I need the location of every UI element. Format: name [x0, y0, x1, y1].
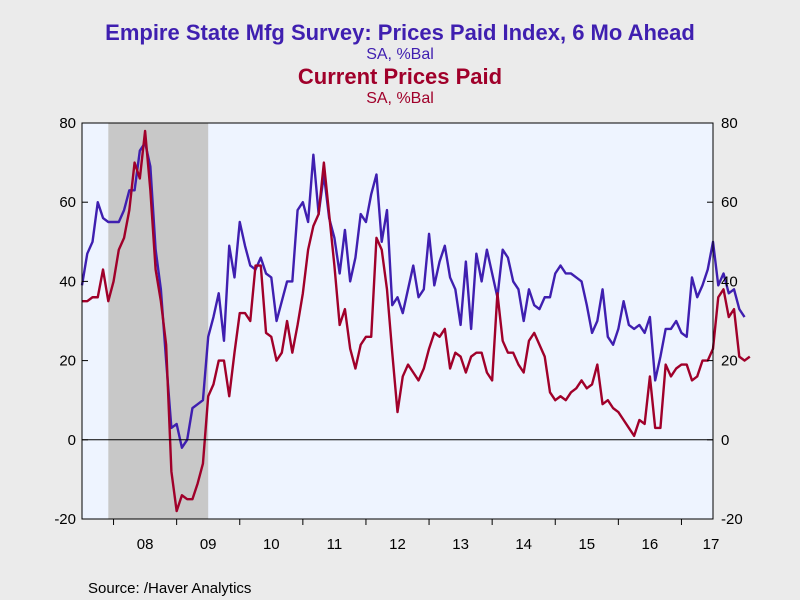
y-tick-label-left: -20: [54, 511, 76, 528]
x-tick-label: 09: [200, 536, 217, 553]
y-tick-label-left: 0: [68, 432, 76, 449]
x-tick-label: 13: [452, 536, 469, 553]
chart-titles: Empire State Mfg Survey: Prices Paid Ind…: [105, 20, 695, 107]
y-tick-label-right: 60: [721, 194, 738, 211]
y-tick-label-right: 40: [721, 273, 738, 290]
y-tick-label-left: 20: [59, 353, 76, 370]
x-tick-label: 15: [578, 536, 595, 553]
chart-title-2: Current Prices Paid: [298, 64, 502, 89]
chart-subtitle-1: SA, %Bal: [366, 46, 434, 63]
x-tick-label: 17: [703, 536, 720, 553]
plot-frame: [81, 122, 714, 520]
y-tick-label-left: 40: [59, 273, 76, 290]
x-axis: 08 09 10 11 12 13 14 15 16 17: [113, 519, 720, 553]
y-axis-left: 80 60 40 20 0 -20: [54, 115, 88, 528]
y-tick-label-right: -20: [721, 511, 743, 528]
recession-band: [108, 123, 209, 519]
x-tick-label: 14: [515, 536, 532, 553]
series-line-2: [82, 129, 751, 513]
x-tick-label: 16: [642, 536, 659, 553]
series-layer: [80, 129, 751, 513]
chart-subtitle-2: SA, %Bal: [366, 90, 434, 107]
source-note: Source: /Haver Analytics: [88, 580, 251, 597]
x-tick-label: 10: [263, 536, 280, 553]
x-tick-label: 11: [327, 536, 343, 553]
y-axis-right: 80 60 40 20 0 -20: [707, 115, 743, 528]
chart-title-1: Empire State Mfg Survey: Prices Paid Ind…: [105, 20, 695, 45]
y-tick-label-right: 20: [721, 353, 738, 370]
y-tick-label-left: 80: [59, 115, 76, 132]
y-tick-label-right: 0: [721, 432, 729, 449]
y-tick-label-left: 60: [59, 194, 76, 211]
x-tick-label: 12: [389, 536, 406, 553]
x-tick-label: 08: [137, 536, 154, 553]
series-line-1: [80, 141, 746, 449]
y-tick-label-right: 80: [721, 115, 738, 132]
